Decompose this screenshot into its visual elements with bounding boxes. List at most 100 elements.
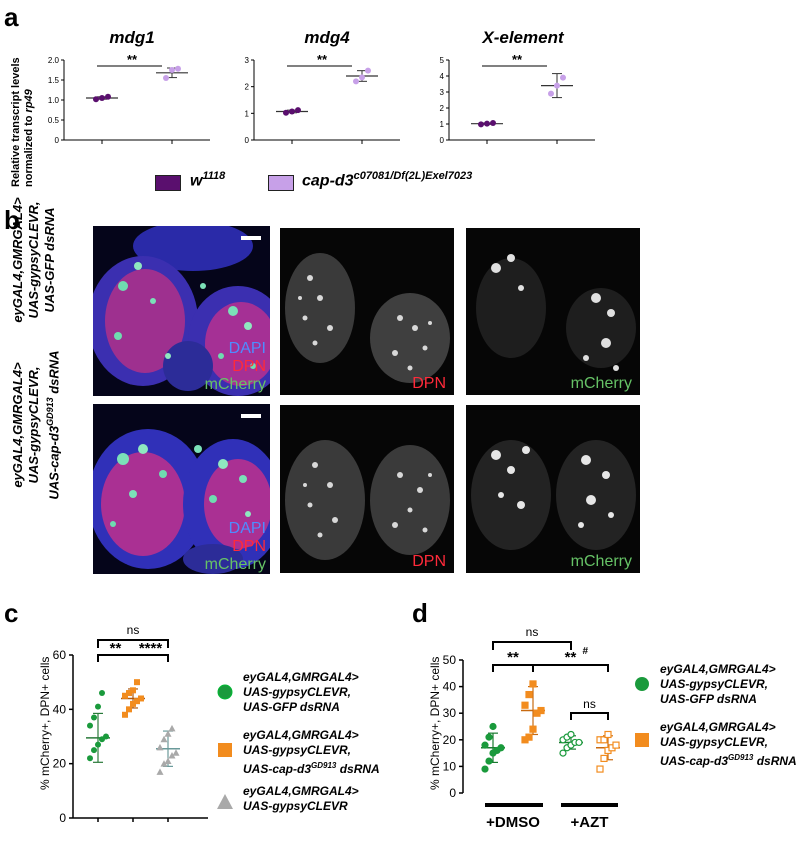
legend-d-1-line2: UAS-gypsyCLEVR, (660, 677, 769, 691)
data-point (612, 741, 620, 749)
bracket-sig2-label: ** (565, 649, 577, 666)
y-tick-label: 0.5 (48, 116, 60, 125)
data-point (126, 690, 132, 697)
panel-label-c: c (4, 598, 19, 628)
data-point (478, 121, 484, 128)
panel-label-d: d (412, 598, 428, 628)
data-point (485, 757, 493, 765)
y-tick-label: 40 (53, 702, 67, 716)
legend-d-2-line1: eyGAL4,GMRGAL4> (660, 720, 776, 734)
data-point (122, 692, 128, 699)
data-point (490, 120, 496, 127)
bracket-1 (97, 654, 133, 662)
legend-w1118-base: w (190, 172, 203, 190)
data-point (600, 754, 608, 763)
row1-genotype-line2: UAS-gypsyCLEVR, (26, 201, 41, 319)
data-point (289, 108, 295, 115)
y-tick-label: 4 (440, 72, 445, 81)
row1-genotype-line3: UAS-GFP dsRNA (42, 207, 57, 313)
data-point (95, 741, 101, 748)
merge-label-mcherry: mCherry (204, 376, 266, 393)
legend-c-2-line3: UAS-cap-d3GD913 dsRNA (243, 758, 380, 777)
data-point (156, 768, 164, 775)
micrograph-mcherry-gfp: mCherry (466, 228, 640, 395)
legend-c-2-sup: GD913 (311, 761, 337, 770)
data-point (130, 700, 136, 707)
bracket-sig2-sup: # (583, 646, 589, 657)
panel-a-ylabel-line1: Relative transcript levels (10, 57, 22, 187)
merge-label-dapi-2: DAPI (228, 520, 266, 537)
legend-label-cap-d3: cap-d3c07081/Df(2L)Exel7023 (302, 170, 472, 190)
legend-c-2-tail: dsRNA (336, 762, 380, 776)
y-tick-label: 0 (449, 786, 456, 800)
data-point (604, 730, 612, 739)
y-tick-label: 20 (53, 757, 67, 771)
legend-cap-sup: c07081/Df(2L)Exel7023 (353, 170, 473, 182)
merge-image-2 (93, 404, 270, 574)
data-point (560, 74, 566, 81)
y-tick-label: 2 (440, 104, 445, 113)
row2-genotype-label: eyGAL4,GMRGAL4> UAS-gypsyCLEVR, UAS-cap-… (10, 350, 62, 500)
data-point (600, 736, 608, 744)
data-point (559, 749, 567, 757)
micrograph-merge-cap-d3: DAPI DPN mCherry (93, 404, 270, 574)
data-point (126, 706, 132, 713)
panel-label-b: b (4, 205, 20, 235)
row1-genotype-line1: eyGAL4,GMRGAL4> (10, 197, 25, 323)
data-point (295, 107, 301, 114)
chart-title-mdg1: mdg1 (109, 28, 155, 47)
data-point (283, 109, 289, 116)
legend-c-1-line1: eyGAL4,GMRGAL4> (243, 670, 359, 684)
y-tick-label: 50 (443, 653, 457, 667)
significance-label: ** (127, 52, 138, 67)
data-point (168, 752, 176, 759)
y-tick-label: 0 (245, 136, 250, 145)
legend-c-2-line3-base: UAS-cap-d3 (243, 762, 312, 776)
legend-c-2-line1: eyGAL4,GMRGAL4> (243, 728, 359, 742)
y-tick-label: 2 (245, 83, 250, 92)
legend-swatch-cap-d3 (268, 175, 294, 191)
y-tick-label: 0 (440, 136, 445, 145)
y-tick-label: 0 (59, 811, 66, 825)
single-label-mcherry-2: mCherry (570, 553, 632, 570)
data-point (87, 755, 93, 762)
bracket-ns-top (492, 641, 572, 650)
bracket-ns-top-label: ns (526, 625, 539, 639)
group-label-azt: +AZT (571, 814, 609, 831)
legend-c-3-line2: UAS-gypsyCLEVR (243, 799, 348, 813)
legend-d-2-line2: UAS-gypsyCLEVR, (660, 735, 769, 749)
y-tick-label: 1.5 (48, 76, 60, 85)
data-point (91, 747, 97, 754)
chart-x-element: 0 1 2 3 4 5 ** (440, 52, 595, 145)
merge-image-1 (93, 226, 270, 396)
row2-genotype-line3: UAS-cap-d3GD913 dsRNA (42, 350, 62, 500)
merge-label-dapi: DAPI (228, 340, 266, 357)
legend-d-marker-circle (635, 677, 649, 691)
legend-c-item-2: eyGAL4,GMRGAL4> UAS-gypsyCLEVR, UAS-cap-… (243, 728, 380, 777)
data-point (164, 730, 172, 737)
data-point (353, 78, 359, 85)
legend-label-w1118: w1118 (190, 170, 225, 190)
micrograph-dpn-gfp: DPN (280, 228, 454, 395)
legend-w1118-sup: 1118 (202, 170, 226, 182)
data-point (567, 730, 575, 739)
y-tick-label: 60 (53, 648, 67, 662)
legend-d-2-line3-base: UAS-cap-d3 (660, 754, 729, 768)
legend-c-1-line3: UAS-GFP dsRNA (243, 700, 340, 714)
data-point (175, 65, 181, 72)
data-point (537, 706, 545, 715)
y-tick-label: 0 (55, 136, 60, 145)
chart-mdg1: 0 0.5 1.0 1.5 2.0 ** (48, 52, 210, 145)
data-point (105, 93, 111, 100)
data-point (497, 744, 505, 752)
legend-d-2-sup: GD913 (728, 753, 754, 762)
row2-genotype-line1: eyGAL4,GMRGAL4> (10, 362, 25, 488)
data-point (156, 743, 164, 751)
data-point (95, 703, 101, 710)
y-tick-label: 3 (440, 88, 445, 97)
legend-d-2-tail: dsRNA (753, 754, 797, 768)
chart-mdg4: 0 1 2 3 ** (245, 52, 400, 145)
data-point (164, 757, 172, 764)
bracket-sig (492, 664, 609, 672)
